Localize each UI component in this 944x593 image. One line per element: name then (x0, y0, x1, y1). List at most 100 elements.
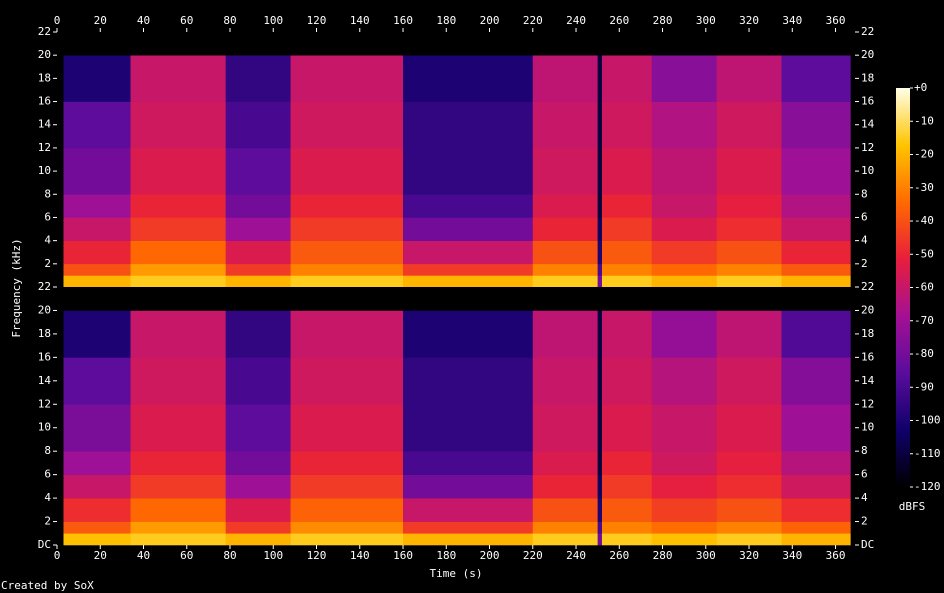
spectrogram-cell (403, 474, 534, 499)
x-tick-label: 40 (137, 14, 150, 27)
colorbar-tick-label: +0 (914, 81, 927, 94)
x-tick-label: 180 (436, 549, 456, 562)
spectrogram-cell (597, 451, 603, 475)
x-tick-label: 160 (393, 549, 413, 562)
colorbar-tick-label: -30 (914, 181, 934, 194)
spectrogram-cell (532, 310, 598, 358)
y-tick-label: 12 (861, 141, 874, 154)
spectrogram-cell (403, 194, 534, 218)
spectrogram-cell (290, 310, 404, 358)
y-tick-label: 10 (861, 421, 874, 434)
spectrogram-cell (850, 275, 856, 288)
spectrogram-cell (130, 147, 226, 195)
x-tick-label: 300 (696, 549, 716, 562)
spectrogram-cell (403, 498, 534, 522)
y-tick-label: 20 (861, 303, 874, 316)
spectrogram-cell (57, 310, 64, 358)
spectrogram-cell (850, 498, 856, 522)
spectrogram-cell (130, 217, 226, 241)
spectrogram-cell (57, 521, 64, 534)
x-tick-label: 120 (307, 14, 327, 27)
spectrogram-cell (532, 194, 598, 218)
spectrogram-cell (225, 310, 291, 358)
spectrogram-cell (597, 275, 603, 288)
y-tick-label: 6 (44, 210, 51, 223)
spectrogram-cell (850, 101, 856, 149)
spectrogram-cell (403, 275, 534, 288)
spectrogram-cell (850, 55, 856, 102)
spectrogram-cell (850, 404, 856, 452)
y-tick-label: 16 (861, 350, 874, 363)
spectrogram-cell (597, 147, 603, 195)
spectrogram-cell (781, 217, 851, 241)
spectrogram-cell (57, 287, 64, 311)
spectrogram-cell (225, 533, 291, 546)
spectrogram-cell (781, 474, 851, 499)
spectrogram-cell (290, 240, 404, 265)
spectrogram-cell (403, 533, 534, 546)
y-tick-label: 16 (861, 95, 874, 108)
spectrogram-cell (601, 404, 653, 452)
spectrogram-cell (651, 275, 717, 288)
spectrogram-cell (225, 194, 291, 218)
y-tick-label: 20 (38, 303, 51, 316)
spectrogram-cell (130, 194, 226, 218)
spectrogram-cell (57, 194, 64, 218)
spectrogram-cell (781, 240, 851, 265)
x-tick-label: 60 (180, 14, 193, 27)
spectrogram-cell (601, 287, 653, 311)
spectrogram-cell (850, 451, 856, 475)
y-tick-label: 10 (38, 164, 51, 177)
spectrogram-cell (850, 310, 856, 358)
spectrogram-cell (781, 451, 851, 475)
x-tick-label: 340 (782, 14, 802, 27)
y-tick-label: 2 (44, 515, 51, 528)
spectrogram-cell (651, 217, 717, 241)
spectrogram-cell (290, 287, 404, 311)
spectrogram-cell (63, 101, 131, 149)
spectrogram-cell (63, 55, 131, 102)
spectrogram-cell (403, 55, 534, 102)
spectrogram-cell (130, 310, 226, 358)
spectrogram-cell (532, 101, 598, 149)
x-tick-label: 100 (263, 549, 283, 562)
spectrogram-cell (716, 55, 782, 102)
spectrogram-cell (290, 101, 404, 149)
spectrogram-cell (850, 287, 856, 311)
spectrogram-cell (57, 32, 64, 56)
spectrogram-cell (290, 32, 404, 56)
spectrogram-cell (716, 263, 782, 276)
x-tick-label: 200 (480, 14, 500, 27)
spectrogram-cell (850, 357, 856, 405)
colorbar-tick-label: -20 (914, 148, 934, 161)
spectrogram-cell (532, 147, 598, 195)
spectrogram-cell (716, 451, 782, 475)
spectrogram-cell (63, 451, 131, 475)
spectrogram-cell (532, 275, 598, 288)
spectrogram-cell (63, 263, 131, 276)
spectrogram-cell (290, 533, 404, 546)
spectrogram-cell (850, 474, 856, 499)
y-tick-label: 18 (38, 327, 51, 340)
spectrogram-cell (403, 217, 534, 241)
spectrogram-cell (290, 404, 404, 452)
y-tick-label: 4 (44, 234, 51, 247)
spectrogram-cell (290, 275, 404, 288)
spectrogram-cell (290, 451, 404, 475)
spectrogram-cell (63, 32, 131, 56)
y-tick-label: 8 (44, 187, 51, 200)
y-tick-label: 18 (38, 71, 51, 84)
colorbar-tick-label: -110 (914, 447, 941, 460)
colorbar-tick-label: -90 (914, 380, 934, 393)
spectrogram-cell (130, 32, 226, 56)
spectrogram-cell (130, 451, 226, 475)
x-tick-label: 300 (696, 14, 716, 27)
x-tick-label: 220 (523, 14, 543, 27)
spectrogram-cell (57, 147, 64, 195)
spectrogram-cell (225, 217, 291, 241)
spectrogram-cell (290, 498, 404, 522)
x-tick-label: 280 (653, 549, 673, 562)
spectrogram-cell (597, 521, 603, 534)
y-tick-label: 4 (861, 234, 868, 247)
